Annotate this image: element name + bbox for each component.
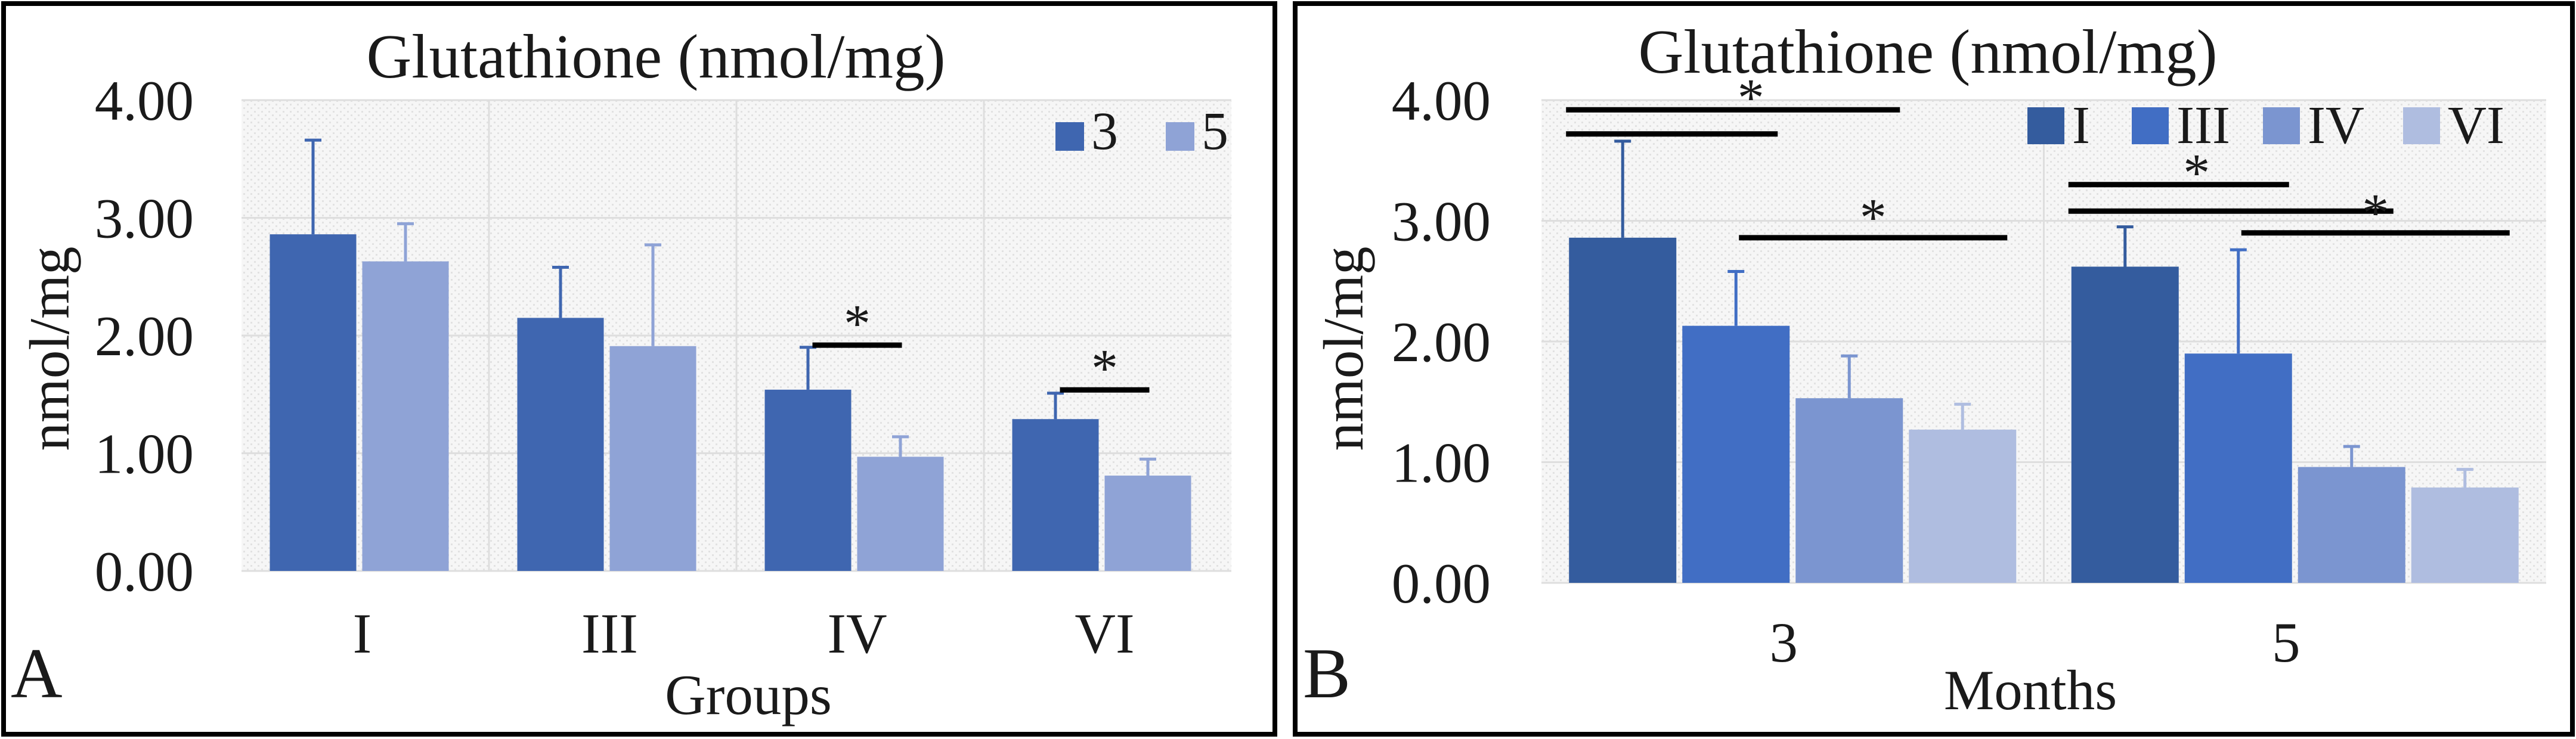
panel-b-frame bbox=[1293, 1, 2575, 737]
bar bbox=[1104, 476, 1191, 571]
chart-title: Glutathione (nmol/mg) bbox=[366, 21, 945, 91]
bar bbox=[517, 318, 604, 571]
bar bbox=[2184, 353, 2292, 583]
legend-swatch bbox=[1055, 122, 1084, 151]
legend-swatch bbox=[2027, 107, 2064, 144]
y-ticks-b: 0.00 1.00 2.00 3.00 4.00 bbox=[1392, 69, 1491, 615]
significance-star: * bbox=[2362, 184, 2389, 243]
bar bbox=[270, 234, 357, 571]
significance-star: * bbox=[1738, 69, 1764, 128]
y-tick-label: 4.00 bbox=[1392, 69, 1491, 132]
legend-label: 3 bbox=[1091, 102, 1118, 161]
x-tick-label: 3 bbox=[1770, 611, 1798, 674]
legend-swatch bbox=[2132, 107, 2169, 144]
bar bbox=[1909, 429, 2017, 583]
x-tick-label: I bbox=[353, 602, 372, 665]
legend-label: VI bbox=[2448, 96, 2504, 155]
legend-label: IV bbox=[2308, 96, 2364, 155]
panel-a: Glutathione (nmol/mg) nmol/mg Groups A 0… bbox=[1, 1, 1277, 737]
bars-b bbox=[1569, 237, 2519, 583]
y-tick-label: 1.00 bbox=[95, 423, 194, 486]
bar bbox=[1795, 398, 1903, 583]
y-axis-label: nmol/mg bbox=[1312, 246, 1375, 451]
bar bbox=[1682, 325, 1790, 583]
significance-star: * bbox=[1860, 188, 1887, 247]
panel-label-b: B bbox=[1303, 634, 1351, 713]
y-ticks-a: 0.00 1.00 2.00 3.00 4.00 bbox=[95, 69, 194, 603]
x-axis-label: Groups bbox=[665, 663, 832, 726]
bar bbox=[362, 261, 449, 571]
legend-label: 5 bbox=[1202, 102, 1228, 161]
errorbars-a bbox=[305, 138, 1156, 476]
x-ticks-a: I III IV VI bbox=[353, 602, 1135, 665]
y-tick-label: 3.00 bbox=[95, 187, 194, 250]
x-tick-label: VI bbox=[1075, 602, 1134, 665]
legend-swatch bbox=[2403, 107, 2440, 144]
bar bbox=[2411, 488, 2519, 583]
x-tick-label: III bbox=[581, 602, 638, 665]
sig-lines-b: * * * * bbox=[1566, 69, 2510, 247]
legend-swatch bbox=[1166, 122, 1194, 151]
y-tick-label: 2.00 bbox=[95, 305, 194, 368]
y-tick-label: 0.00 bbox=[95, 540, 194, 603]
panel-a-frame bbox=[1, 1, 1277, 737]
chart-title: Glutathione (nmol/mg) bbox=[1638, 17, 2217, 86]
y-tick-label: 4.00 bbox=[95, 69, 194, 132]
y-axis-label: nmol/mg bbox=[18, 246, 81, 451]
panel-label-a: A bbox=[11, 634, 63, 713]
y-tick-label: 3.00 bbox=[1392, 190, 1491, 253]
errorbars-b bbox=[1614, 139, 2473, 488]
legend-label: I bbox=[2072, 96, 2090, 155]
bar bbox=[2071, 266, 2179, 583]
panel-b: Glutathione (nmol/mg) nmol/mg Months B 0… bbox=[1293, 1, 2575, 737]
significance-star: * bbox=[2183, 144, 2210, 203]
bar bbox=[764, 389, 852, 571]
bar bbox=[857, 457, 944, 571]
y-tick-label: 2.00 bbox=[1392, 310, 1491, 374]
bar bbox=[1569, 237, 1677, 583]
x-tick-label: IV bbox=[827, 602, 887, 665]
legend-b: I III IV VI bbox=[2027, 96, 2504, 155]
bar bbox=[2298, 467, 2405, 583]
bar bbox=[609, 346, 696, 571]
bar bbox=[1012, 419, 1099, 571]
sig-lines-a: ** bbox=[812, 294, 1150, 398]
legend-swatch bbox=[2263, 107, 2300, 144]
y-tick-label: 1.00 bbox=[1392, 431, 1491, 495]
significance-star: * bbox=[1091, 339, 1118, 398]
x-axis-label: Months bbox=[1944, 659, 2117, 722]
bars-a bbox=[270, 234, 1191, 571]
y-tick-label: 0.00 bbox=[1392, 552, 1491, 615]
legend-label: III bbox=[2176, 96, 2230, 155]
significance-star: * bbox=[844, 294, 871, 353]
x-tick-label: 5 bbox=[2272, 611, 2301, 674]
